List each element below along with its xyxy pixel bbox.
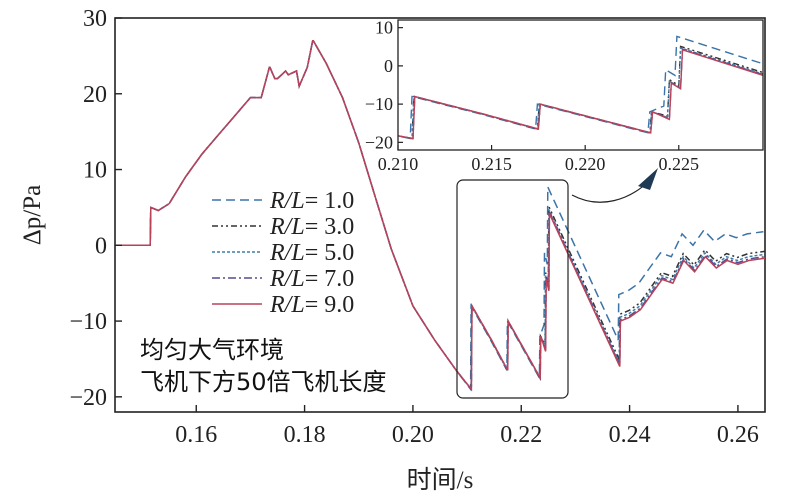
inset-background bbox=[398, 20, 763, 150]
legend-label: R/L= 1.0 bbox=[269, 188, 354, 214]
x-tick-label: 0.24 bbox=[609, 422, 651, 448]
legend: R/L= 1.0R/L= 3.0R/L= 5.0R/L= 7.0R/L= 9.0 bbox=[212, 188, 354, 318]
zoom-arrow-head-icon bbox=[638, 168, 658, 190]
series-line-5 bbox=[115, 39, 765, 392]
zoom-connector-line bbox=[571, 179, 651, 203]
inset-axis-ticks: 0.210 0.215 0.220 0.225 −20 −10 0 10 bbox=[365, 18, 699, 174]
inset-y-tick-label: −10 bbox=[365, 94, 393, 114]
series-line-3 bbox=[115, 39, 765, 392]
inset-x-tick-label: 0.225 bbox=[659, 154, 700, 174]
y-tick-label: 0 bbox=[95, 233, 107, 259]
legend-label: R/L= 9.0 bbox=[269, 292, 354, 318]
y-tick-label: 10 bbox=[83, 158, 107, 184]
legend-label: R/L= 3.0 bbox=[269, 214, 354, 240]
annotation-line-2: 飞机下方50倍飞机长度 bbox=[140, 368, 387, 396]
y-axis-title: Δp/Pa bbox=[19, 185, 46, 246]
y-tick-label: −20 bbox=[69, 385, 107, 411]
zoom-region-box bbox=[456, 179, 569, 399]
legend-label: R/L= 7.0 bbox=[269, 266, 354, 292]
inset-y-tick-label: 10 bbox=[375, 18, 393, 38]
y-tick-label: 20 bbox=[83, 82, 107, 108]
x-tick-label: 0.22 bbox=[500, 422, 542, 448]
inset-y-tick-label: 0 bbox=[384, 56, 393, 76]
x-axis-title: 时间/s bbox=[407, 466, 474, 494]
plot-frame bbox=[114, 17, 766, 413]
y-tick-label: 30 bbox=[83, 6, 107, 32]
axis-ticks: 0.16 0.18 0.20 0.22 0.24 0.26 −20 −10 0 10 20 30 bbox=[69, 6, 758, 448]
x-tick-label: 0.16 bbox=[175, 422, 217, 448]
x-tick-label: 0.18 bbox=[284, 422, 326, 448]
inset-x-tick-label: 0.220 bbox=[565, 154, 606, 174]
inset-x-tick-label: 0.215 bbox=[471, 154, 512, 174]
legend-label: R/L= 5.0 bbox=[269, 240, 354, 266]
inset-x-tick-label: 0.210 bbox=[378, 154, 419, 174]
annotation-line-1: 均匀大气环境 bbox=[140, 336, 284, 364]
x-tick-label: 0.26 bbox=[717, 422, 759, 448]
inset-frame bbox=[397, 19, 764, 151]
y-tick-label: −10 bbox=[69, 309, 107, 335]
x-tick-label: 0.20 bbox=[392, 422, 434, 448]
series-lines bbox=[115, 39, 765, 392]
inset-y-tick-label: −20 bbox=[365, 132, 393, 152]
